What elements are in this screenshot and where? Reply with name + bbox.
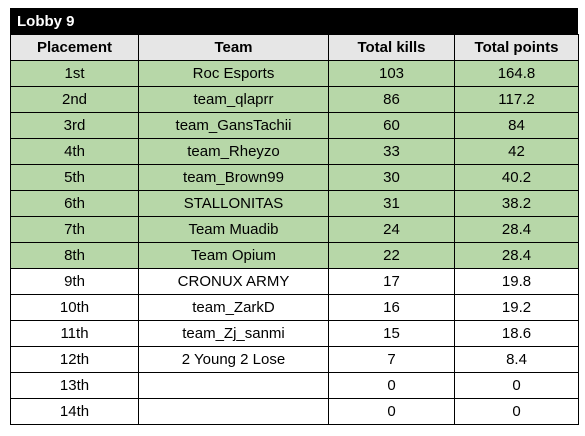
table-cell: STALLONITAS xyxy=(138,190,329,217)
table-cell: 31 xyxy=(328,190,455,217)
table-cell: CRONUX ARMY xyxy=(138,268,329,295)
table-cell: 0 xyxy=(454,398,579,425)
table-cell: Team Opium xyxy=(138,242,329,269)
table-cell: 3rd xyxy=(10,112,139,139)
column-header: Total points xyxy=(454,34,579,61)
table-cell: 13th xyxy=(10,372,139,399)
table-cell: 2nd xyxy=(10,86,139,113)
header-row: Placement Team Total kills Total points xyxy=(10,34,579,61)
table-cell: 17 xyxy=(328,268,455,295)
table-row: 14th 0 0 xyxy=(10,398,579,425)
table-cell: 9th xyxy=(10,268,139,295)
table-row: 10th team_ZarkD 16 19.2 xyxy=(10,294,579,321)
column-header: Total kills xyxy=(328,34,455,61)
table-cell: team_ZarkD xyxy=(138,294,329,321)
table-cell: 164.8 xyxy=(454,60,579,87)
table-cell: Team Muadib xyxy=(138,216,329,243)
table-row: 6th STALLONITAS 31 38.2 xyxy=(10,190,579,217)
table-cell: 28.4 xyxy=(454,242,579,269)
table-cell xyxy=(138,372,329,399)
table-cell: 24 xyxy=(328,216,455,243)
column-header: Team xyxy=(138,34,329,61)
table-cell: 8.4 xyxy=(454,346,579,373)
table-cell: team_Brown99 xyxy=(138,164,329,191)
table-row: 2nd team_qlaprr 86 117.2 xyxy=(10,86,579,113)
table-cell: 7 xyxy=(328,346,455,373)
table-cell: 40.2 xyxy=(454,164,579,191)
table-cell: 117.2 xyxy=(454,86,579,113)
table-cell: team_GansTachii xyxy=(138,112,329,139)
lobby-title: Lobby 9 xyxy=(10,8,578,34)
table-row: 4th team_Rheyzo 33 42 xyxy=(10,138,579,165)
table-cell: 5th xyxy=(10,164,139,191)
table-cell: 16 xyxy=(328,294,455,321)
table-cell: 42 xyxy=(454,138,579,165)
table-cell: 4th xyxy=(10,138,139,165)
table-cell: 11th xyxy=(10,320,139,347)
table-cell: 0 xyxy=(328,372,455,399)
table-cell: Roc Esports xyxy=(138,60,329,87)
table-cell: 8th xyxy=(10,242,139,269)
table-cell: 1st xyxy=(10,60,139,87)
results-table: Placement Team Total kills Total points 1st… xyxy=(10,34,579,425)
table-cell: 15 xyxy=(328,320,455,347)
sheet: Lobby 9 Placement Team Total kills Total po… xyxy=(10,8,579,425)
table-cell: 60 xyxy=(328,112,455,139)
table-cell: 22 xyxy=(328,242,455,269)
table-body: 1st Roc Esports 103 164.8 2nd team_qlaprr 86 11… xyxy=(10,60,579,425)
table-cell: 19.8 xyxy=(454,268,579,295)
table-row: 13th 0 0 xyxy=(10,372,579,399)
table-cell: team_Zj_sanmi xyxy=(138,320,329,347)
table-cell xyxy=(138,398,329,425)
table-cell: 84 xyxy=(454,112,579,139)
table-cell: 38.2 xyxy=(454,190,579,217)
table-row: 11th team_Zj_sanmi 15 18.6 xyxy=(10,320,579,347)
table-cell: 30 xyxy=(328,164,455,191)
table-cell: team_qlaprr xyxy=(138,86,329,113)
table-cell: 19.2 xyxy=(454,294,579,321)
table-cell: 6th xyxy=(10,190,139,217)
table-row: 8th Team Opium 22 28.4 xyxy=(10,242,579,269)
table-cell: team_Rheyzo xyxy=(138,138,329,165)
table-row: 1st Roc Esports 103 164.8 xyxy=(10,60,579,87)
table-cell: 10th xyxy=(10,294,139,321)
table-cell: 28.4 xyxy=(454,216,579,243)
table-row: 12th 2 Young 2 Lose 7 8.4 xyxy=(10,346,579,373)
table-cell: 86 xyxy=(328,86,455,113)
table-row: 7th Team Muadib 24 28.4 xyxy=(10,216,579,243)
table-row: 9th CRONUX ARMY 17 19.8 xyxy=(10,268,579,295)
table-cell: 0 xyxy=(328,398,455,425)
table-cell: 103 xyxy=(328,60,455,87)
table-cell: 33 xyxy=(328,138,455,165)
table-row: 3rd team_GansTachii 60 84 xyxy=(10,112,579,139)
table-cell: 2 Young 2 Lose xyxy=(138,346,329,373)
table-row: 5th team_Brown99 30 40.2 xyxy=(10,164,579,191)
table-cell: 7th xyxy=(10,216,139,243)
table-cell: 14th xyxy=(10,398,139,425)
table-cell: 18.6 xyxy=(454,320,579,347)
table-cell: 0 xyxy=(454,372,579,399)
column-header: Placement xyxy=(10,34,139,61)
table-cell: 12th xyxy=(10,346,139,373)
